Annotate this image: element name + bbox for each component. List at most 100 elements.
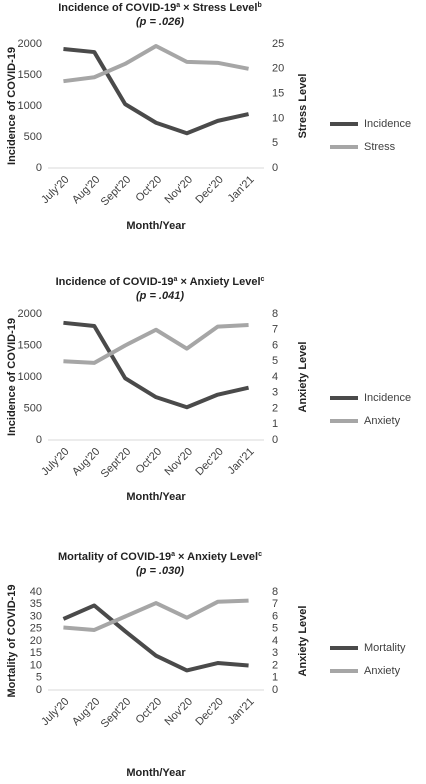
- y2-tick-label: 4: [272, 635, 278, 647]
- y2-tick-label: 1: [272, 418, 278, 430]
- y2-tick-label: 3: [272, 647, 278, 659]
- y2-tick-label: 2: [272, 402, 278, 414]
- x-tick-label: Sept'20: [99, 696, 134, 731]
- y2-axis-title: Anxiety Level: [297, 606, 309, 677]
- y2-tick-label: 15: [272, 88, 284, 100]
- title-part: × Stress Level: [180, 2, 257, 14]
- y2-tick-label: 25: [272, 38, 284, 50]
- series-line: [63, 323, 249, 365]
- legend-label: Stress: [364, 141, 396, 153]
- x-tick-label: Jan'21: [226, 446, 257, 477]
- x-tick-label: Jan'21: [226, 696, 257, 727]
- chart-title: Incidence of COVID-19a × Anxiety Levelc: [56, 276, 265, 288]
- title-superscript: c: [261, 276, 265, 283]
- y-tick-label: 1000: [18, 100, 42, 112]
- x-tick-label: Nov'20: [163, 174, 195, 206]
- x-tick-label: Nov'20: [163, 696, 195, 728]
- x-tick-label: Sept'20: [99, 174, 134, 209]
- y-axis-title: Mortality of COVID-19: [6, 584, 18, 697]
- y2-axis-title: Stress Level: [297, 74, 309, 139]
- x-tick-label: Aug'20: [70, 446, 102, 478]
- series-line: [63, 320, 250, 410]
- legend-label: Incidence: [364, 392, 411, 404]
- x-tick-label: Dec'20: [193, 174, 225, 206]
- chart-subtitle: (p = .030): [136, 565, 184, 577]
- x-tick-label: Nov'20: [163, 446, 195, 478]
- y-tick-label: 15: [30, 647, 42, 659]
- y-tick-label: 30: [30, 610, 42, 622]
- chart-subtitle: (p = .026): [136, 16, 184, 28]
- y-axis-title: Incidence of COVID-19: [6, 318, 18, 436]
- x-tick-label: Dec'20: [193, 446, 225, 478]
- y2-tick-label: 6: [272, 339, 278, 351]
- legend-label: Anxiety: [364, 415, 401, 427]
- title-superscript: b: [257, 2, 261, 9]
- y2-tick-label: 10: [272, 112, 284, 124]
- series-line: [63, 598, 249, 632]
- legend-label: Anxiety: [364, 665, 401, 677]
- y-tick-label: 10: [30, 659, 42, 671]
- y-tick-label: 5: [36, 672, 42, 684]
- y-tick-label: 500: [24, 402, 42, 414]
- y-tick-label: 1500: [18, 69, 42, 81]
- y-tick-label: 1500: [18, 339, 42, 351]
- y-tick-label: 25: [30, 623, 42, 635]
- series-line: [62, 603, 249, 673]
- x-tick-label: July'20: [39, 696, 71, 728]
- chart-title: Mortality of COVID-19a × Anxiety Levelc: [58, 551, 262, 563]
- title-part: × Anxiety Level: [177, 276, 260, 288]
- x-tick-label: Aug'20: [70, 696, 102, 728]
- x-tick-label: Jan'21: [226, 174, 257, 205]
- y2-tick-label: 2: [272, 659, 278, 671]
- y2-tick-label: 8: [272, 586, 278, 598]
- title-superscript: c: [258, 551, 262, 558]
- y2-tick-label: 5: [272, 355, 278, 367]
- x-tick-label: Oct'20: [133, 446, 164, 477]
- x-tick-label: Sept'20: [99, 446, 134, 481]
- y2-tick-label: 7: [272, 324, 278, 336]
- x-axis-title: Month/Year: [126, 220, 186, 232]
- x-axis-title: Month/Year: [126, 767, 186, 779]
- x-tick-label: Oct'20: [133, 696, 164, 727]
- x-tick-label: Dec'20: [193, 696, 225, 728]
- x-axis-title: Month/Year: [126, 491, 186, 503]
- y-tick-label: 0: [36, 162, 42, 174]
- y2-tick-label: 3: [272, 387, 278, 399]
- title-part: Mortality of COVID-19: [58, 551, 171, 563]
- y2-axis-title: Anxiety Level: [297, 342, 309, 413]
- y2-tick-label: 20: [272, 63, 284, 75]
- y-tick-label: 35: [30, 598, 42, 610]
- title-superscript: a: [174, 276, 178, 283]
- y2-tick-label: 0: [272, 434, 278, 446]
- title-part: × Anxiety Level: [175, 551, 258, 563]
- y2-tick-label: 5: [272, 623, 278, 635]
- y-tick-label: 500: [24, 131, 42, 143]
- x-tick-label: July'20: [39, 446, 71, 478]
- title-superscript: a: [176, 2, 180, 9]
- y2-tick-label: 1: [272, 672, 278, 684]
- y2-tick-label: 0: [272, 684, 278, 696]
- y-tick-label: 0: [36, 684, 42, 696]
- y2-tick-label: 7: [272, 598, 278, 610]
- y2-tick-label: 0: [272, 162, 278, 174]
- y-tick-label: 20: [30, 635, 42, 647]
- y-tick-label: 0: [36, 434, 42, 446]
- y2-tick-label: 4: [272, 371, 278, 383]
- y-tick-label: 2000: [18, 308, 42, 320]
- series-line: [63, 43, 249, 84]
- y-tick-label: 40: [30, 586, 42, 598]
- legend-label: Mortality: [364, 642, 406, 654]
- x-tick-label: Aug'20: [70, 174, 102, 206]
- title-superscript: a: [171, 551, 175, 558]
- x-tick-label: Oct'20: [133, 174, 164, 205]
- y2-tick-label: 8: [272, 308, 278, 320]
- chart-subtitle: (p = .041): [136, 290, 184, 302]
- series-line: [63, 46, 250, 136]
- y2-tick-label: 5: [272, 137, 278, 149]
- title-part: Incidence of COVID-19: [56, 276, 174, 288]
- y-tick-label: 2000: [18, 38, 42, 50]
- y-tick-label: 1000: [18, 371, 42, 383]
- y2-tick-label: 6: [272, 610, 278, 622]
